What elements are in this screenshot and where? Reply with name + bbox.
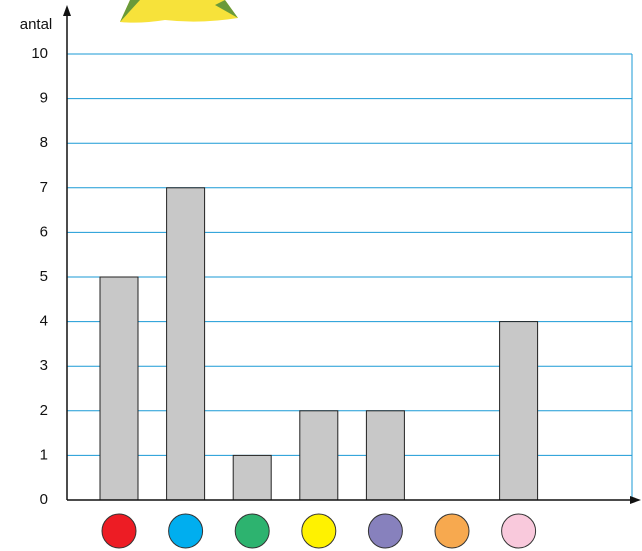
x-axis-arrow [630, 496, 641, 504]
y-axis-label: antal [20, 16, 53, 33]
y-axis-arrow [63, 5, 71, 16]
category-marker [434, 513, 470, 549]
category-marker [367, 513, 403, 549]
y-tick-label: 3 [40, 357, 48, 374]
bar [299, 410, 339, 501]
decoration [120, 0, 238, 23]
y-tick-label: 6 [40, 223, 48, 240]
bar [166, 187, 206, 501]
y-tick-label: 8 [40, 134, 48, 151]
y-tick-label: 9 [40, 90, 48, 107]
bar [365, 410, 405, 501]
category-marker [234, 513, 270, 549]
category-marker [168, 513, 204, 549]
y-tick-label: 2 [40, 402, 48, 419]
category-marker [101, 513, 137, 549]
y-tick-label: 7 [40, 179, 48, 196]
y-tick-label: 4 [40, 313, 48, 330]
y-tick-label: 10 [31, 45, 48, 62]
category-marker [301, 513, 337, 549]
y-tick-label: 1 [40, 446, 48, 463]
bar [99, 276, 139, 501]
category-marker [501, 513, 537, 549]
y-tick-label: 5 [40, 268, 48, 285]
y-tick-label: 0 [40, 491, 48, 508]
bar [499, 321, 539, 501]
bar [232, 454, 272, 501]
